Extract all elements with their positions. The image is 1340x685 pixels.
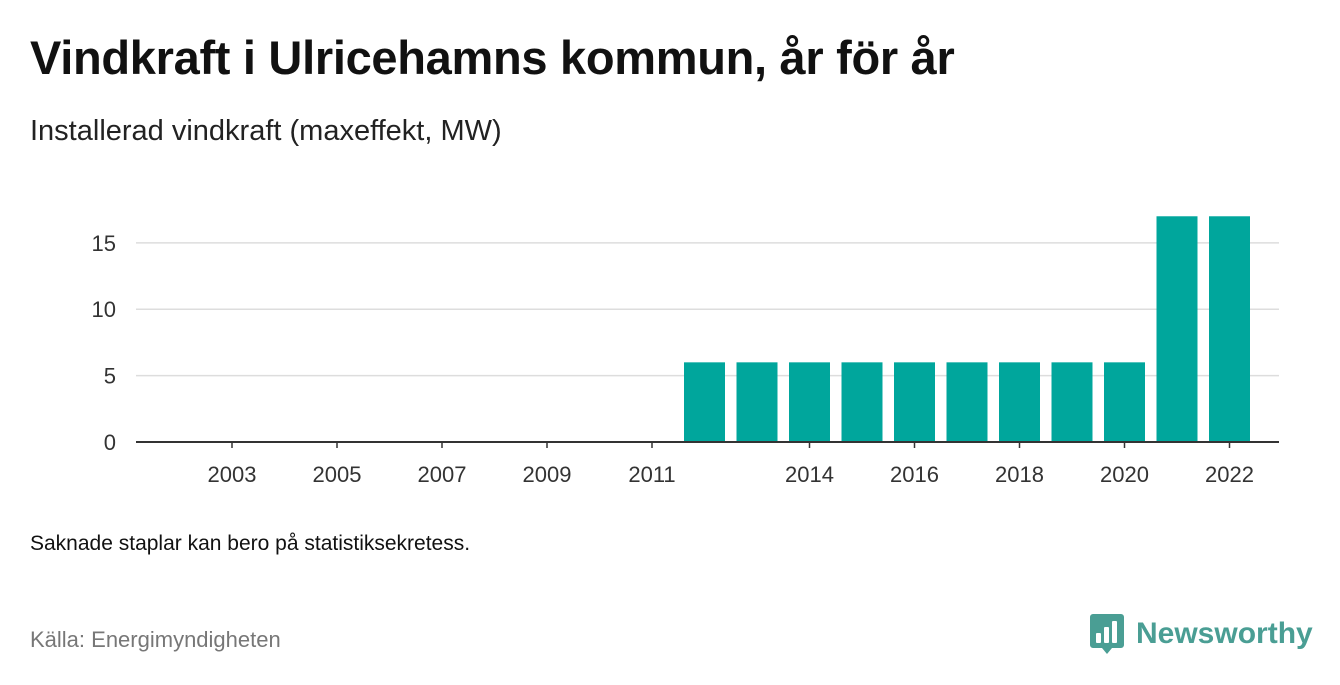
footnote: Saknade staplar kan bero på statistiksek… — [30, 532, 471, 555]
chart-subtitle: Installerad vindkraft (maxeffekt, MW) — [30, 115, 502, 147]
grid-lines — [136, 242, 1279, 377]
logo-bar-icon — [1112, 621, 1117, 643]
bar-2015 — [841, 362, 883, 442]
y-tick-label: 15 — [92, 231, 116, 256]
y-tick-label: 10 — [92, 297, 116, 322]
brand-name: Newsworthy — [1136, 617, 1313, 650]
bar-2019 — [1051, 362, 1093, 442]
x-tick-label: 2022 — [1205, 462, 1254, 487]
bar-chart: 0 5 10 15 2003 2005 2007 2009 2011 2014 2016 2018 20… — [92, 216, 1279, 487]
bar-2014 — [789, 362, 830, 442]
y-tick-label: 0 — [104, 430, 116, 455]
x-tick-label: 2016 — [890, 462, 939, 487]
bar-2016 — [894, 362, 935, 442]
x-tick-label: 2020 — [1100, 462, 1149, 487]
x-tick-label: 2011 — [628, 462, 675, 487]
x-tick-label: 2007 — [418, 462, 467, 487]
source-credit: Källa: Energimyndigheten — [30, 627, 281, 652]
x-tick-label: 2003 — [208, 462, 257, 487]
newsworthy-logo-icon — [1090, 614, 1124, 654]
y-tick-label: 5 — [104, 364, 116, 389]
bar-2018 — [999, 362, 1040, 442]
x-tick-label: 2018 — [995, 462, 1044, 487]
bar-2021 — [1156, 216, 1198, 442]
x-tick-label: 2005 — [313, 462, 362, 487]
bar-2022 — [1209, 216, 1250, 442]
x-tick-label: 2014 — [785, 462, 834, 487]
logo-bar-icon — [1096, 633, 1101, 643]
brand-logo: Newsworthy — [1088, 612, 1313, 656]
bar-2013 — [736, 362, 778, 442]
bar-2017 — [946, 362, 988, 442]
bars — [684, 216, 1250, 442]
bar-2012 — [684, 362, 725, 442]
logo-bar-icon — [1104, 627, 1109, 643]
bar-2020 — [1104, 362, 1145, 442]
x-tick-label: 2009 — [523, 462, 572, 487]
chart-title: Vindkraft i Ulricehamns kommun, år för å… — [30, 31, 955, 84]
axes: 0 5 10 15 2003 2005 2007 2009 2011 2014 2016 2018 20… — [92, 231, 1279, 487]
